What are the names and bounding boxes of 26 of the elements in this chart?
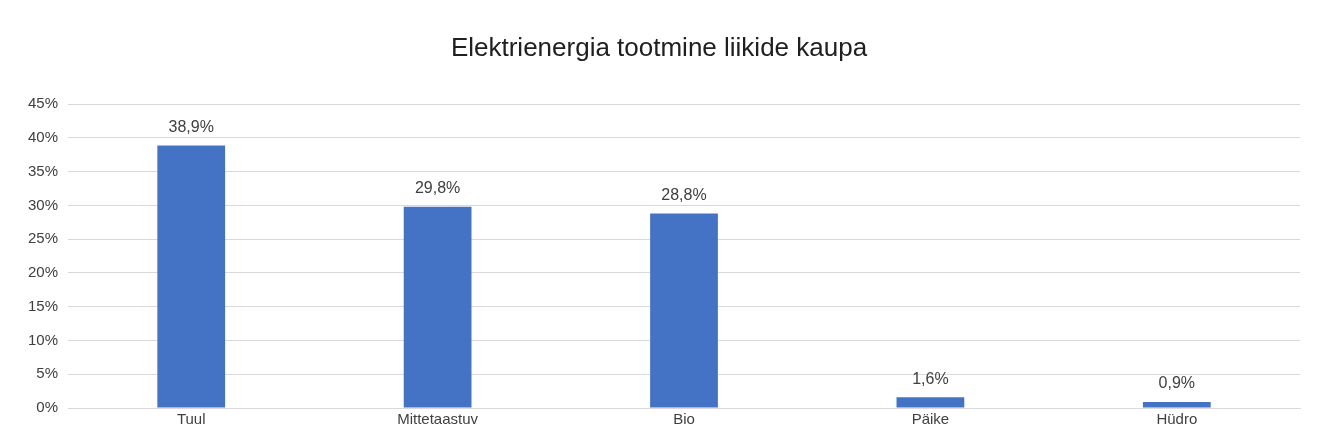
y-tick-label: 40% bbox=[27, 128, 59, 146]
y-tick-label: 35% bbox=[27, 161, 59, 179]
x-tick-label: Päike bbox=[911, 410, 950, 428]
data-label: 29,8% bbox=[414, 179, 461, 197]
y-tick-label: 10% bbox=[27, 330, 59, 348]
y-tick-label: 25% bbox=[27, 229, 59, 247]
bar bbox=[403, 206, 472, 408]
y-tick-label: 45% bbox=[27, 94, 59, 112]
bar bbox=[1142, 401, 1211, 408]
bar bbox=[896, 397, 965, 408]
x-tick-label: Tuul bbox=[176, 410, 206, 428]
data-label: 1,6% bbox=[912, 369, 949, 387]
y-tick-label: 30% bbox=[27, 195, 59, 213]
y-tick-label: 15% bbox=[27, 296, 59, 314]
bar bbox=[157, 145, 226, 408]
y-tick-label: 5% bbox=[36, 364, 59, 382]
data-label: 28,8% bbox=[661, 185, 707, 203]
bar bbox=[650, 213, 718, 408]
y-tick-label: 0% bbox=[36, 398, 59, 416]
data-label: 0,9% bbox=[1158, 374, 1196, 392]
chart-title: Elektrienergia tootmine liikide kaupa bbox=[450, 31, 868, 62]
x-tick-label: Mittetaastuv bbox=[397, 410, 479, 428]
y-tick-label: 20% bbox=[27, 263, 59, 281]
x-tick-label: Hüdro bbox=[1156, 410, 1198, 428]
data-label: 38,9% bbox=[168, 117, 214, 135]
x-tick-label: Bio bbox=[673, 410, 695, 428]
